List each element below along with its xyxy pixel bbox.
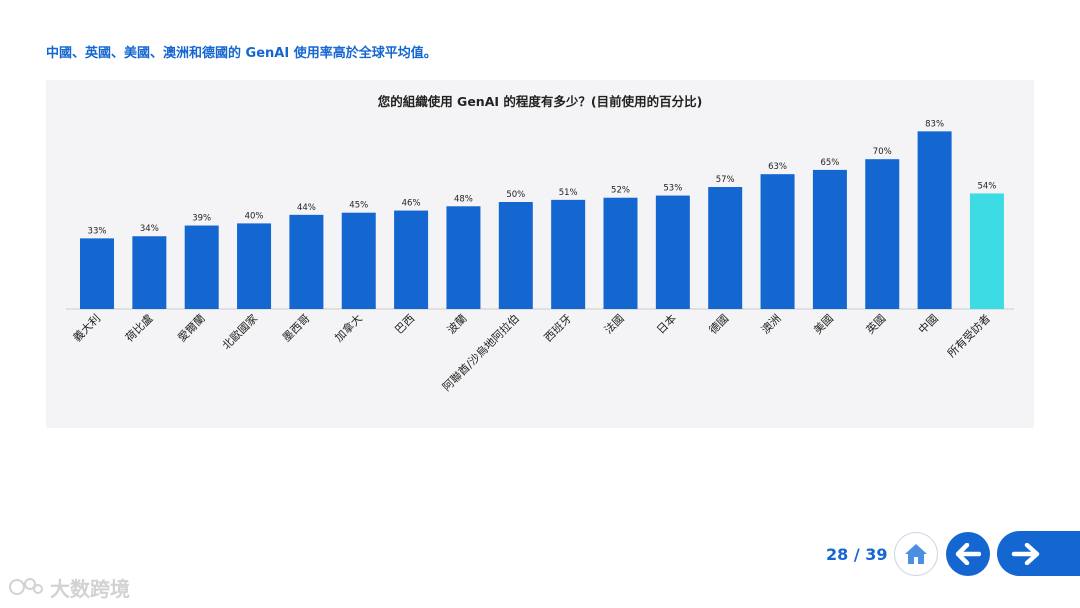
bar-value-label: 57% xyxy=(716,175,735,185)
x-tick-label: 日本 xyxy=(654,311,679,336)
page-indicator: 28 / 39 xyxy=(826,545,888,564)
x-tick-label: 荷比盧 xyxy=(122,311,155,344)
x-tick-label: 加拿大 xyxy=(332,311,365,344)
x-tick-label: 墨西哥 xyxy=(280,312,313,345)
bar-value-label: 46% xyxy=(402,199,421,209)
previous-page-button[interactable] xyxy=(946,532,990,576)
page-headline: 中國、英國、美國、澳洲和德國的 GenAI 使用率高於全球平均值。 xyxy=(46,46,437,61)
x-tick-label: 所有受訪者 xyxy=(944,311,993,360)
bar-value-label: 44% xyxy=(297,203,316,213)
watermark-logo-icon xyxy=(9,578,43,595)
bar-15 xyxy=(812,169,847,309)
bar-17 xyxy=(917,131,952,309)
x-tick-label: 英國 xyxy=(863,311,888,336)
x-tick-label: 愛爾蘭 xyxy=(175,312,208,345)
home-icon xyxy=(905,544,927,564)
bar-value-label: 40% xyxy=(245,211,264,221)
x-tick-label: 巴西 xyxy=(392,312,417,337)
bar-4 xyxy=(237,223,272,309)
bar-value-label: 39% xyxy=(192,214,211,224)
bar-value-label: 48% xyxy=(454,194,473,204)
watermark-text: 大数跨境 xyxy=(50,576,130,601)
bar-value-label: 65% xyxy=(820,158,839,168)
bar-18 xyxy=(969,193,1004,309)
arrow-left-icon xyxy=(955,543,981,565)
bar-value-label: 34% xyxy=(140,224,159,234)
x-tick-label: 法國 xyxy=(601,311,626,336)
bar-13 xyxy=(708,187,743,309)
bar-11 xyxy=(603,197,638,309)
bar-7 xyxy=(394,210,429,309)
bar-14 xyxy=(760,174,795,309)
x-tick-label: 美國 xyxy=(811,312,836,337)
x-tick-label: 西班牙 xyxy=(542,312,575,345)
bar-8 xyxy=(446,206,481,309)
x-tick-label: 北歐國家 xyxy=(219,311,260,352)
bar-9 xyxy=(498,202,533,309)
bar-value-label: 83% xyxy=(925,119,944,129)
chart-title: 您的組織使用 GenAI 的程度有多少？(目前使用的百分比) xyxy=(378,94,703,109)
bar-value-label: 51% xyxy=(559,188,578,198)
bar-value-label: 52% xyxy=(611,186,630,196)
bar-2 xyxy=(132,236,167,309)
arrow-right-icon xyxy=(1011,542,1040,565)
bar-5 xyxy=(289,214,324,309)
bar-value-label: 63% xyxy=(768,162,787,172)
bar-value-label: 53% xyxy=(663,184,682,194)
x-tick-label: 德國 xyxy=(706,311,731,336)
x-tick-label: 義大利 xyxy=(70,311,103,344)
x-tick-label: 波蘭 xyxy=(445,312,470,337)
bar-chart: 您的組織使用 GenAI 的程度有多少？(目前使用的百分比) 33% 義大利 34%… xyxy=(66,94,1014,394)
bar-10 xyxy=(551,199,586,309)
bar-6 xyxy=(341,212,376,309)
watermark: 大数跨境 xyxy=(8,574,130,601)
bar-3 xyxy=(184,225,219,309)
bar-1 xyxy=(80,238,114,309)
x-tick-label: 澳洲 xyxy=(759,312,784,337)
chart-panel: 您的組織使用 GenAI 的程度有多少？(目前使用的百分比) 33% 義大利 34%… xyxy=(46,80,1034,428)
bar-value-label: 54% xyxy=(977,181,996,191)
bar-value-label: 50% xyxy=(506,190,525,200)
bar-value-label: 45% xyxy=(349,201,368,211)
next-page-button[interactable] xyxy=(997,531,1080,576)
bar-12 xyxy=(655,195,690,309)
bar-16 xyxy=(865,159,900,309)
bar-value-label: 33% xyxy=(88,226,107,236)
bar-value-label: 70% xyxy=(873,147,892,157)
home-button[interactable] xyxy=(894,532,938,576)
x-tick-label: 中國 xyxy=(916,312,941,337)
